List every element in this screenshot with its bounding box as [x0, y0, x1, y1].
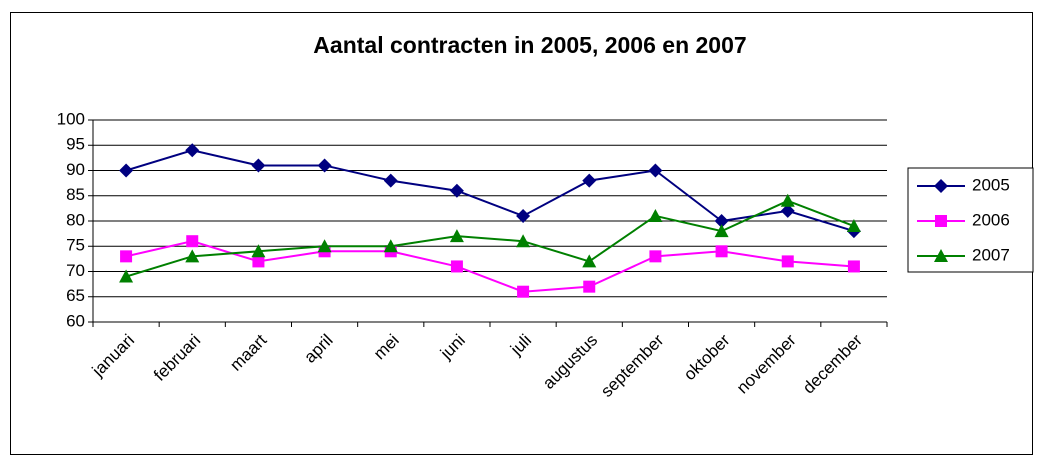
legend-label: 2006	[972, 210, 1010, 229]
marker	[251, 158, 266, 173]
marker	[450, 260, 463, 273]
marker	[648, 208, 663, 222]
y-tick-label: 60	[66, 311, 85, 330]
marker	[781, 255, 794, 268]
legend-label: 2007	[972, 245, 1010, 264]
marker	[383, 239, 398, 253]
series-line	[125, 149, 855, 233]
marker	[934, 249, 948, 262]
marker	[847, 260, 860, 273]
marker	[186, 235, 199, 248]
marker	[252, 255, 265, 268]
y-tick-label: 80	[66, 210, 85, 229]
marker	[582, 254, 597, 268]
y-tick-label: 95	[66, 135, 85, 154]
marker	[714, 214, 729, 228]
marker	[517, 285, 530, 298]
marker	[185, 143, 200, 158]
marker	[780, 203, 795, 218]
marker	[935, 215, 947, 227]
marker	[251, 244, 266, 258]
marker	[317, 158, 332, 173]
marker	[649, 250, 662, 263]
legend-label: 2005	[972, 175, 1010, 194]
marker	[317, 239, 332, 253]
y-tick-label: 70	[66, 261, 85, 280]
marker	[583, 280, 596, 293]
chart-title: Aantal contracten in 2005, 2006 en 2007	[313, 32, 746, 58]
marker	[516, 208, 531, 223]
y-tick-label: 85	[66, 185, 85, 204]
marker	[449, 183, 464, 198]
marker	[120, 250, 133, 263]
marker	[383, 173, 398, 188]
y-tick-label: 90	[66, 160, 85, 179]
marker	[934, 179, 948, 193]
y-tick-label: 75	[66, 236, 85, 255]
marker	[516, 234, 531, 248]
marker	[582, 173, 597, 188]
marker	[449, 229, 464, 243]
marker	[715, 245, 728, 258]
marker	[714, 224, 729, 238]
y-tick-label: 100	[57, 109, 85, 128]
marker	[648, 163, 663, 178]
marker	[780, 193, 795, 207]
marker	[119, 163, 134, 178]
series-line	[125, 240, 854, 293]
marker	[185, 249, 200, 263]
y-tick-label: 65	[66, 286, 85, 305]
marker	[119, 269, 134, 283]
marker	[846, 219, 861, 233]
series-line	[125, 199, 855, 278]
